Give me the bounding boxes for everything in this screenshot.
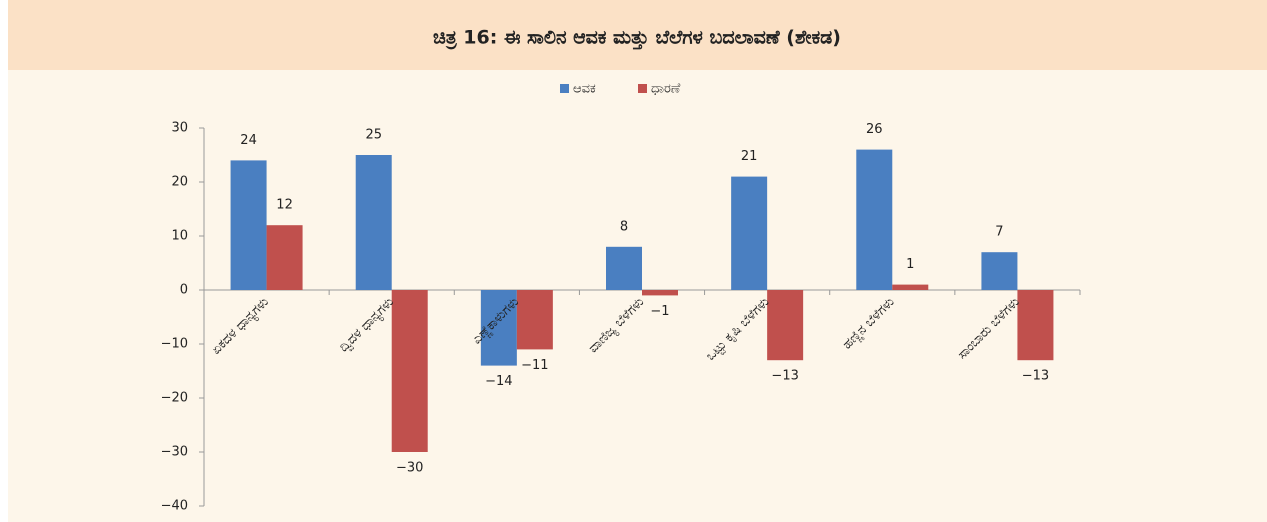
bar — [266, 225, 303, 290]
data-label: 7 — [995, 225, 1003, 240]
bar — [480, 290, 517, 366]
bar — [516, 290, 553, 350]
bar — [1017, 290, 1054, 361]
y-tick-label: −40 — [161, 499, 188, 514]
data-label: 25 — [365, 128, 382, 143]
legend-swatch — [638, 84, 647, 93]
bar — [892, 284, 929, 290]
data-label: −11 — [521, 358, 548, 373]
y-tick-label: 10 — [171, 229, 188, 244]
chart-title: ಚಿತ್ರ 16: ಈ ಸಾಲಿನ ಆವಕ ಮತ್ತು ಬೆಲೆಗಳ ಬದಲಾವ… — [433, 27, 841, 51]
y-tick-label: 0 — [180, 283, 188, 298]
data-label: 26 — [866, 122, 883, 137]
y-tick-label: −10 — [161, 337, 188, 352]
title-band — [8, 0, 1267, 70]
data-label: −13 — [1022, 369, 1049, 384]
bar — [606, 246, 642, 290]
data-label: −13 — [771, 369, 798, 384]
bar — [731, 176, 768, 290]
bar — [767, 290, 804, 361]
y-tick-label: 30 — [171, 121, 188, 136]
data-label: −1 — [650, 304, 669, 319]
y-tick-label: −30 — [161, 445, 188, 460]
bar — [642, 290, 678, 296]
bar — [230, 160, 267, 290]
legend-label: ಆವಕ — [573, 82, 596, 97]
bar — [391, 290, 428, 452]
bar — [856, 149, 893, 290]
y-tick-label: −20 — [161, 391, 188, 406]
bar — [981, 252, 1018, 290]
plot-background — [8, 70, 1267, 522]
bar — [355, 155, 392, 290]
data-label: 24 — [240, 133, 257, 148]
legend-label: ಧಾರಣೆ — [651, 82, 681, 97]
legend-swatch — [560, 84, 569, 93]
data-label: 12 — [276, 198, 293, 213]
data-label: 8 — [620, 219, 628, 234]
data-label: 21 — [741, 149, 758, 164]
data-label: −30 — [396, 461, 423, 476]
data-label: 1 — [906, 257, 914, 272]
data-label: −14 — [485, 374, 512, 389]
y-tick-label: 20 — [171, 175, 188, 190]
